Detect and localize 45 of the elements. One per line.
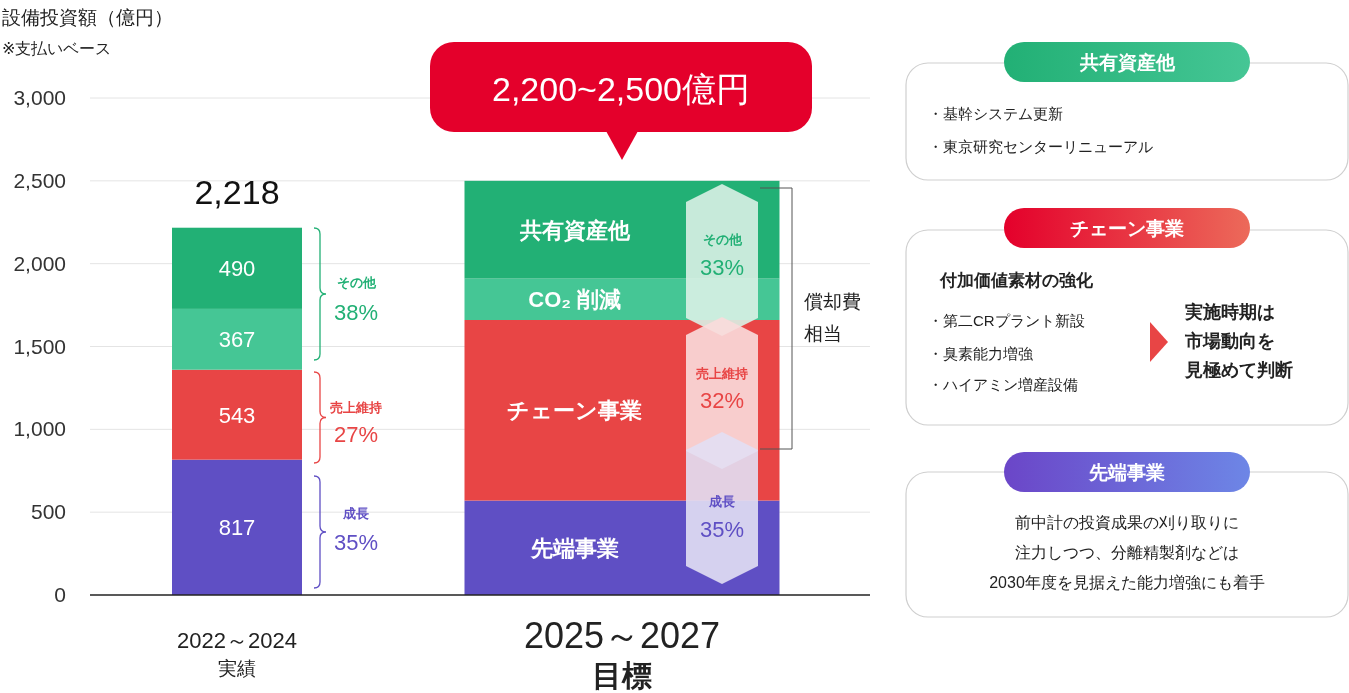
y-tick-label: 0 xyxy=(54,583,66,606)
text: チェーン事業 xyxy=(1070,218,1184,239)
annotation: 33% xyxy=(699,255,745,280)
chart-title: 設備投資額（億円） xyxy=(2,7,173,28)
text: ・臭素能力増強 xyxy=(928,345,1033,362)
annotation: 27% xyxy=(333,422,379,447)
x-tick-label: 2025～2027 目標 xyxy=(523,615,721,692)
y-tick-label: 2,000 xyxy=(13,251,66,275)
annotation: その他 xyxy=(702,232,743,247)
data-label: 367 xyxy=(218,327,256,353)
series-label: 先端事業 xyxy=(529,535,619,561)
text: 実施時期は市場動向を見極めて判断 xyxy=(1184,302,1293,380)
annotation: 32% xyxy=(699,388,745,413)
text: 共有資産他 xyxy=(1078,52,1176,73)
annotation: 成長 xyxy=(708,494,735,509)
y-tick-label: 1,500 xyxy=(13,334,66,358)
annotation: 売上維持 xyxy=(330,400,382,415)
annotation: 成長 xyxy=(342,506,369,521)
text: 先端事業 xyxy=(1088,462,1165,483)
data-label: 543 xyxy=(218,402,256,428)
annotation: 売上維持 xyxy=(696,366,748,381)
text: 前中計の投資成果の刈り取りに注力しつつ、分離精製剤などは2030年度を見据えた能力増強にも着手 xyxy=(989,514,1265,591)
chart-subtitle: ※支払いベース xyxy=(2,40,112,57)
total-label: 2,218 xyxy=(194,172,280,211)
text: ・東京研究センターリニューアル xyxy=(928,138,1153,155)
series-label: CO₂ 削減 xyxy=(528,287,622,313)
y-tick-label: 500 xyxy=(30,500,66,524)
data-label: 490 xyxy=(218,256,256,282)
series-label: 共有資産他 xyxy=(518,217,631,243)
annotation: その他 xyxy=(336,275,377,290)
text: ・ハイアミン増産設備 xyxy=(928,376,1078,393)
x-tick-label: 2022～2024 実績 xyxy=(177,628,297,679)
text: 付加価値素材の強化 xyxy=(939,271,1094,290)
annotation: 償却費相当 xyxy=(804,291,861,344)
y-tick-label: 2,500 xyxy=(13,168,66,192)
annotation: 2,200~2,500億円 xyxy=(491,70,751,108)
annotation: 35% xyxy=(699,517,745,542)
series-label: チェーン事業 xyxy=(507,398,643,424)
annotation: 35% xyxy=(333,530,379,555)
data-label: 817 xyxy=(218,515,256,541)
text: ・基幹システム更新 xyxy=(928,105,1063,122)
annotation: 38% xyxy=(333,300,379,325)
text: ・第二CRプラント新設 xyxy=(928,312,1085,329)
y-tick-label: 1,000 xyxy=(13,417,66,441)
y-tick-label: 3,000 xyxy=(13,86,66,109)
